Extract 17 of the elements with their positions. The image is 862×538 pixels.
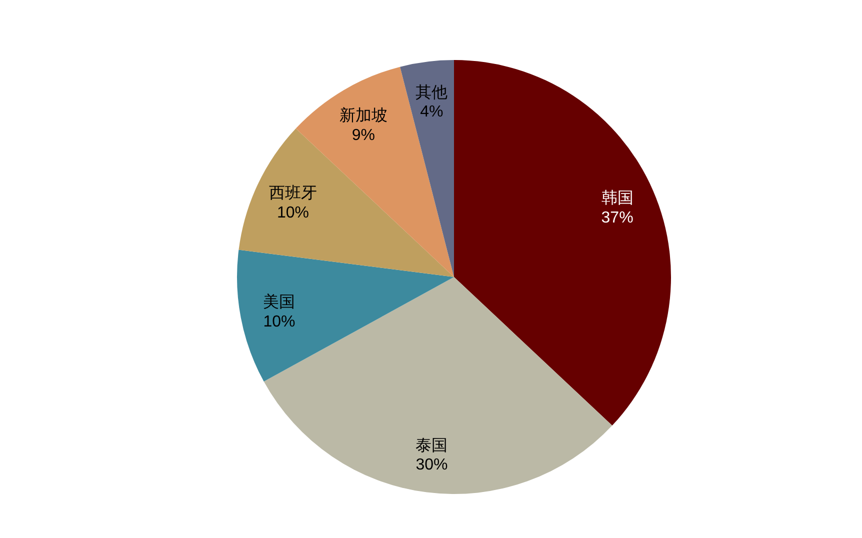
pie-slice — [264, 277, 612, 494]
data-label: 37% — [601, 209, 634, 226]
data-label: 4% — [420, 103, 444, 120]
slice-label: 韩国 — [601, 189, 634, 208]
pie-slice — [454, 60, 671, 426]
pie-slice — [238, 128, 454, 277]
slice-label: 西班牙 — [268, 184, 317, 202]
slice-label: 其他 — [416, 83, 448, 102]
data-label: 9% — [352, 126, 375, 144]
data-label: 10% — [276, 204, 310, 222]
data-label: 10% — [263, 313, 296, 330]
slice-label: 新加坡 — [339, 106, 388, 125]
slice-label: 美国 — [263, 293, 296, 312]
pie-slice — [237, 250, 454, 382]
slice-label: 泰国 — [416, 437, 448, 454]
pie-slice — [400, 60, 454, 277]
data-label: 30% — [416, 456, 448, 474]
